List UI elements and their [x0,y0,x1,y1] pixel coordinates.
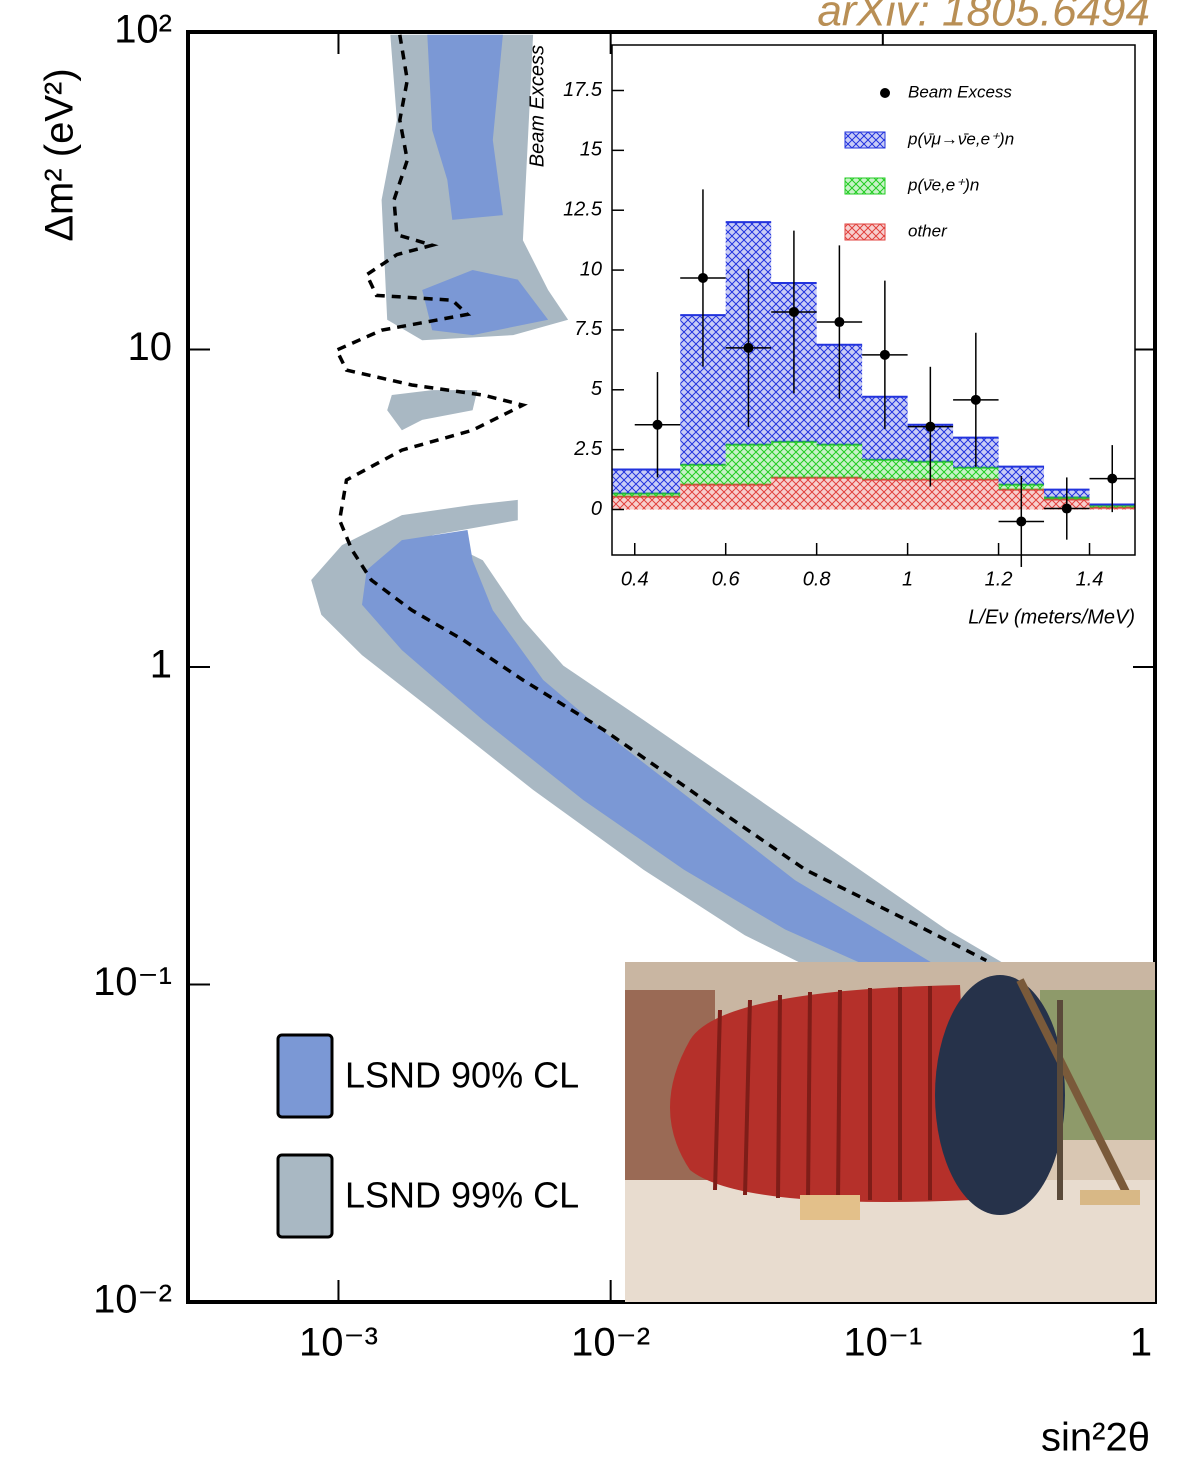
data-point [1061,503,1072,514]
confidence-region [387,390,478,431]
histogram-bar [612,496,681,510]
data-point [1016,516,1027,527]
legend-label: LSND 90% CL [345,1055,579,1096]
legend-swatch [276,1153,334,1239]
data-point [652,419,663,430]
histogram-bar [725,444,772,485]
histogram-bar [862,479,908,510]
y-tick-label: 7.5 [574,318,603,340]
x-tick-label: 10⁻³ [299,1321,378,1365]
x-axis-label: L/Eν (meters/MeV) [968,606,1135,628]
confidence-region [362,530,937,966]
legend-swatch [276,1033,334,1119]
x-tick-label: 1.2 [985,568,1013,590]
inset-frame [611,44,1136,556]
x-tick-label: 0.4 [621,568,649,590]
legend-label: Beam Excess [908,82,1012,101]
histogram-bar [771,441,817,478]
confidence-region [422,270,549,336]
data-point [697,272,708,283]
histogram-bar [816,444,863,478]
y-tick-label: 0 [591,498,602,520]
x-axis-label: sin²2θ [1041,1416,1150,1460]
legend-swatch [844,131,886,149]
legend-label: p(ν̄μ→ν̄e,e⁺)n [907,129,1014,148]
x-tick-label: 0.8 [803,568,831,590]
legend-marker [880,88,890,98]
legend-label: LSND 99% CL [345,1175,579,1216]
legend-label: other [908,221,948,240]
histogram-bar [816,477,863,510]
y-tick-label: 10 [580,258,602,280]
histogram-bar [612,469,681,494]
histogram-bar [953,479,999,510]
histogram-bar [953,467,999,480]
y-axis-label: Beam Excess [526,45,548,167]
legend-swatch [844,223,886,241]
y-tick-label: 17.5 [563,79,603,101]
y-axis-label: Δm² (eV²) [38,68,82,241]
histogram-bar [680,484,726,510]
inset-chart: 0.4 0.6 0.8 1 1.2 1.4 0 2.5 5 7.5 10 12.5 15 17.5 L/Eν… [526,44,1136,628]
x-tick-label: 0.6 [712,568,741,590]
x-tick-label: 10⁻¹ [843,1321,922,1365]
x-tick-label: 1 [902,568,913,590]
y-tick-label: 15 [580,139,603,161]
histogram-bar [612,493,681,497]
annotation: arXiv: 1805.6494 [817,0,1150,36]
data-point [879,349,890,360]
data-point [925,421,936,432]
legend-swatch [844,177,886,195]
histogram-bar [725,484,772,510]
histogram-bar [862,459,908,480]
data-point [1107,473,1118,484]
confidence-region [427,34,503,220]
histogram-bar [771,477,817,510]
y-tick-label: 12.5 [563,198,603,220]
x-tick-label: 1.4 [1076,568,1104,590]
y-tick-label: 2.5 [573,438,603,460]
y-tick-label: 10² [114,8,172,52]
legend-label: p(ν̄e,e⁺)n [907,175,979,194]
x-tick-label: 10⁻² [571,1321,650,1365]
limit-curve [334,34,988,963]
photo [625,962,1155,1302]
data-point [834,317,845,328]
histogram-bar [680,464,726,485]
histogram-bar [998,466,1045,485]
data-point [743,342,754,353]
y-tick-label: 5 [591,378,603,400]
data-point [970,394,981,405]
data-point [788,306,799,317]
y-tick-label: 10⁻² [93,1278,172,1322]
y-tick-label: 10⁻¹ [93,960,172,1004]
y-tick-label: 10 [128,325,173,369]
x-tick-label: 1 [1130,1321,1152,1365]
y-tick-label: 1 [150,643,172,687]
